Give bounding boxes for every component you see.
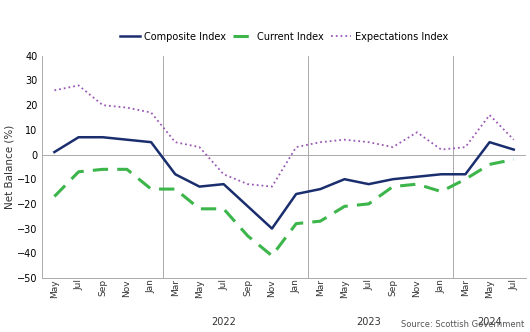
Y-axis label: Net Balance (%): Net Balance (%) xyxy=(4,125,14,209)
Text: Source: Scottish Government: Source: Scottish Government xyxy=(401,320,525,329)
Legend: Composite Index, Current Index, Expectations Index: Composite Index, Current Index, Expectat… xyxy=(120,32,448,42)
Text: 2024: 2024 xyxy=(477,317,502,327)
Text: 2023: 2023 xyxy=(356,317,381,327)
Text: 2022: 2022 xyxy=(211,317,236,327)
